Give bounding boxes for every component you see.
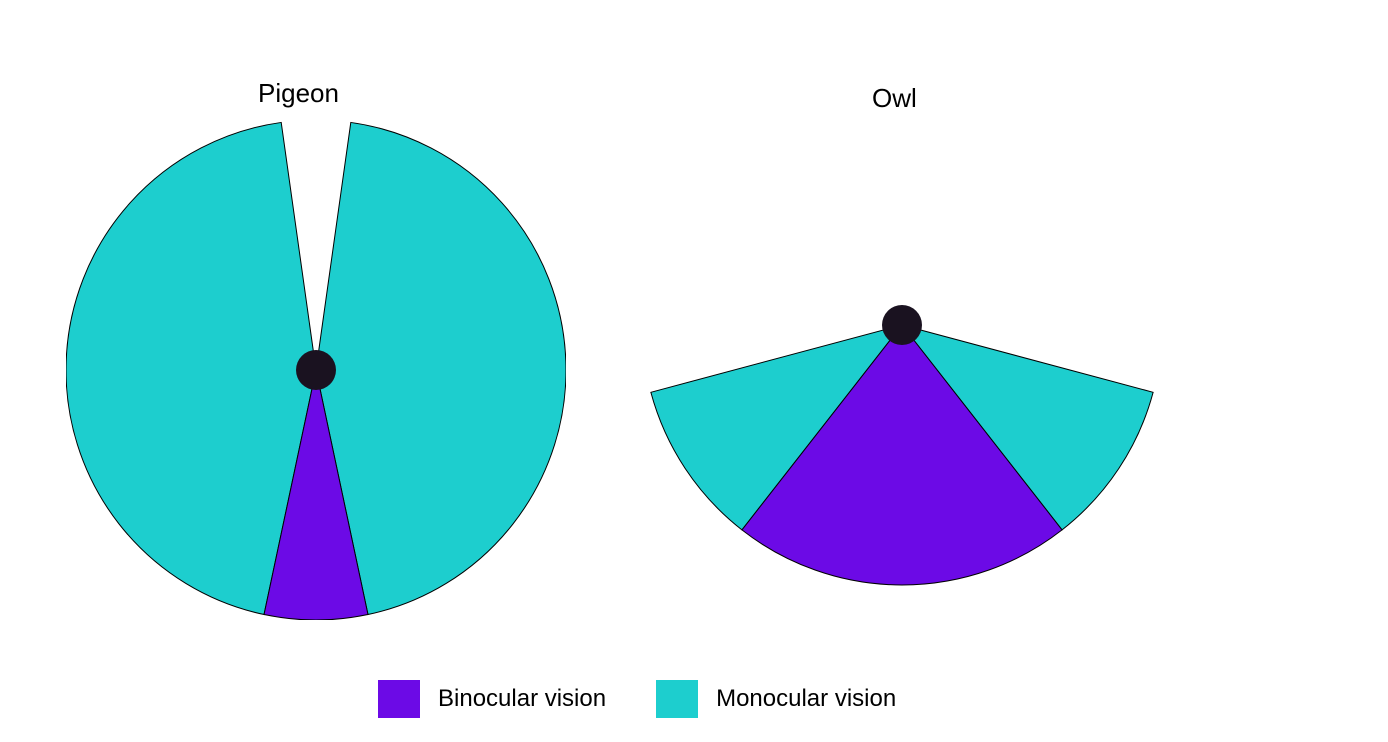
pigeon-head-icon (296, 350, 336, 390)
owl-head-icon (882, 305, 922, 345)
pigeon-vision-diagram (66, 120, 566, 620)
owl-vision-diagram (642, 85, 1162, 605)
pigeon-svg (66, 120, 566, 620)
legend-item-binocular: Binocular vision (378, 680, 606, 718)
legend-item-monocular: Monocular vision (656, 680, 896, 718)
binocular-label: Binocular vision (438, 685, 606, 713)
binocular-swatch (378, 680, 420, 718)
pigeon-right-monocular (316, 122, 566, 614)
owl-svg (642, 85, 1162, 605)
pigeon-left-monocular (66, 122, 316, 614)
legend: Binocular vision Monocular vision (378, 680, 896, 718)
pigeon-title: Pigeon (258, 78, 339, 109)
monocular-label: Monocular vision (716, 685, 896, 713)
monocular-swatch (656, 680, 698, 718)
